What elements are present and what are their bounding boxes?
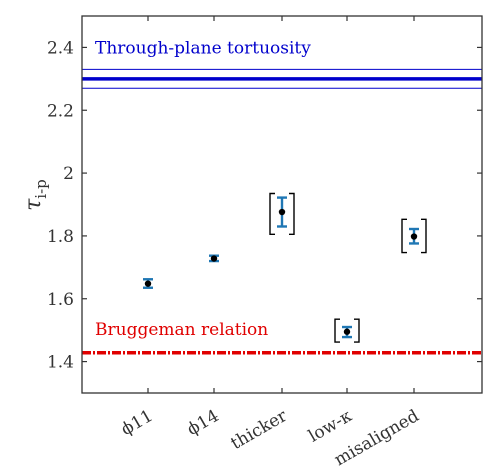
data-point [144,280,152,287]
bracket-left [334,318,340,343]
x-category-label: thicker [227,406,291,454]
y-axis-label-symbol: τ [21,198,46,211]
reference-line-label: Through-plane tortuosity [95,38,311,58]
bracket-right [421,218,427,254]
y-axis-label: τi-p [21,179,50,211]
y-tick-label: 2 [63,164,74,184]
y-axis-ticks: 1.4 1.6 1.8 2 2.2 2.4 [47,38,482,373]
y-tick-label: 1.6 [47,290,74,310]
y-tick-label: 1.8 [47,227,74,247]
y-tick-label: 2.2 [47,101,74,121]
x-category-label: ϕ14 [184,406,223,440]
data-point [210,255,218,262]
y-tick-label: 2.4 [47,38,74,58]
y-axis-label-subscript: i-p [32,179,50,198]
annotations: Through-plane tortuosity Bruggeman relati… [95,38,311,339]
x-category-label: low-κ [305,406,356,447]
bracket-left [401,218,407,254]
reference-lines [82,68,482,355]
bracket-right [354,318,360,343]
bracket-left [269,192,275,236]
data-point [410,233,418,240]
reference-line-label: Bruggeman relation [95,320,268,340]
data-points [143,192,427,343]
data-point [343,328,351,335]
data-point [278,208,286,216]
y-tick-label: 1.4 [47,353,74,373]
x-category-label: ϕ11 [118,406,157,440]
bracket-right [289,192,295,236]
